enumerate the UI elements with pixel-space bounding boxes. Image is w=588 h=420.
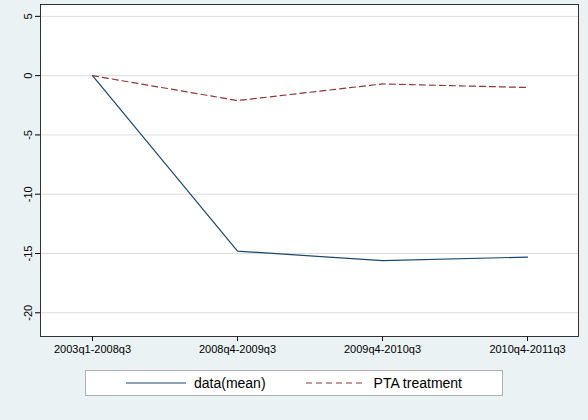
svg-text:5: 5: [22, 13, 34, 19]
html-text:data(mean): data(mean): [194, 375, 266, 391]
svg-text:2010q4-2011q3: 2010q4-2011q3: [489, 343, 565, 355]
svg-text:2008q4-2009q3: 2008q4-2009q3: [199, 343, 276, 355]
svg-text:-15: -15: [22, 246, 34, 262]
html-text:PTA treatment: PTA treatment: [373, 375, 462, 391]
svg-text:-20: -20: [22, 305, 34, 321]
svg-text:-5: -5: [22, 130, 34, 140]
svg-text:2003q1-2008q3: 2003q1-2008q3: [54, 343, 131, 355]
svg-text:2009q4-2010q3: 2009q4-2010q3: [344, 343, 421, 355]
svg-text:-10: -10: [22, 186, 34, 202]
svg-text:0: 0: [22, 73, 34, 79]
